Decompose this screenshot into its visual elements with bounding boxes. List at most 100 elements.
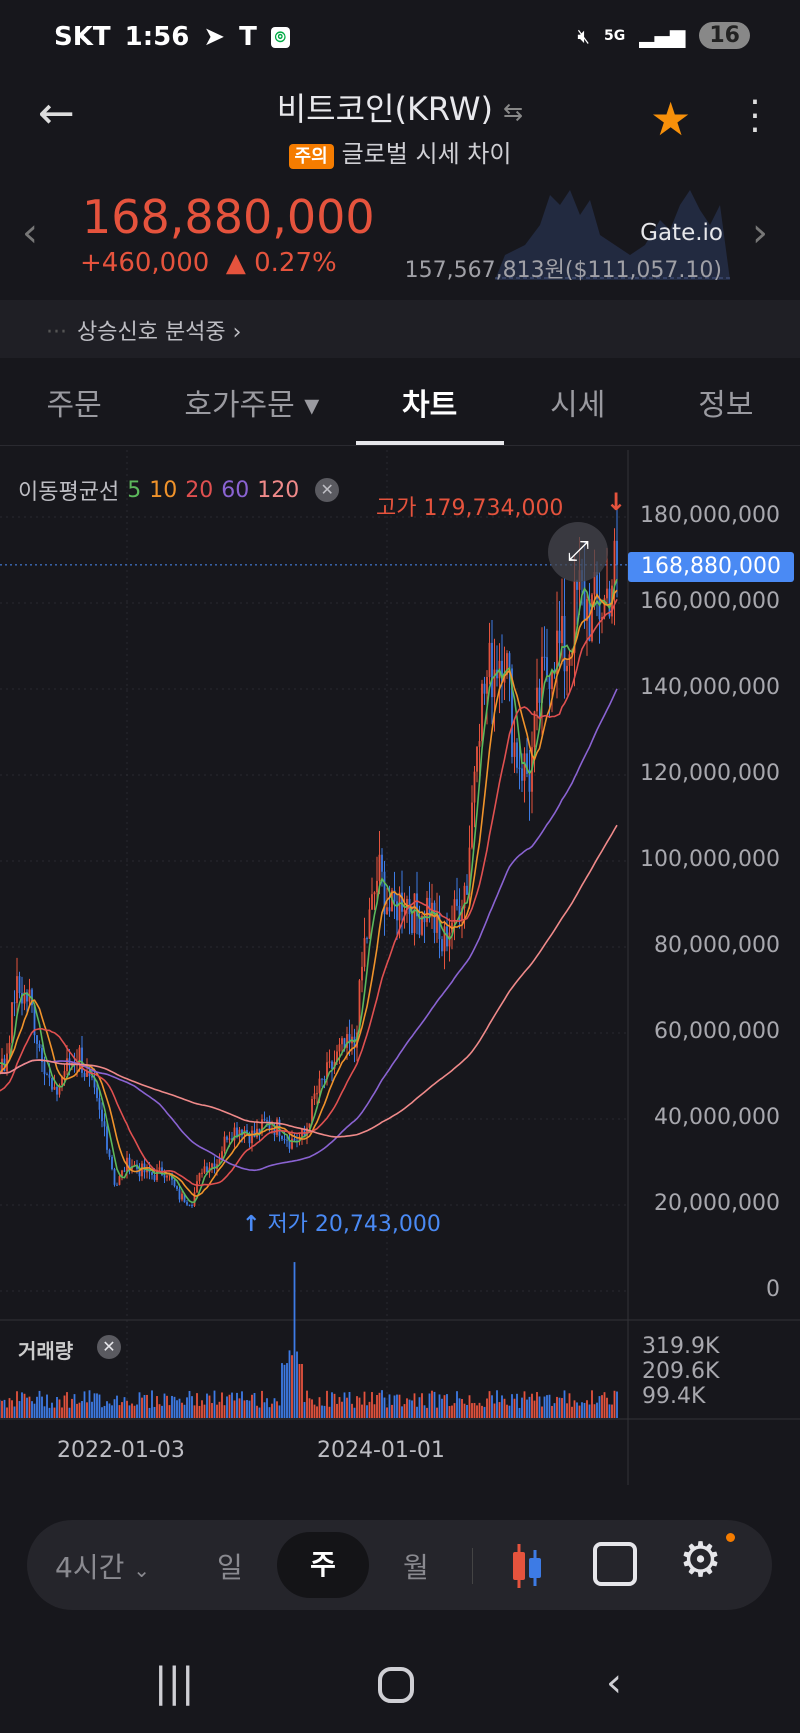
volume-bar — [33, 1403, 36, 1418]
volume-bar — [266, 1398, 268, 1418]
ma-line-20 — [0, 598, 618, 1187]
map-app-icon: ⌾ — [270, 26, 290, 48]
next-coin-icon[interactable]: › — [752, 210, 768, 256]
y-tick: 60,000,000 — [654, 1019, 780, 1044]
ma-label: 이동평균선 — [18, 480, 120, 505]
candle — [236, 1127, 238, 1137]
volume-bar — [498, 1402, 501, 1418]
volume-bar — [383, 1397, 386, 1418]
candle — [478, 741, 481, 747]
candle-type-icon[interactable] — [507, 1542, 547, 1590]
home-button[interactable] — [378, 1667, 414, 1703]
tab-info[interactable]: 정보 — [698, 388, 754, 423]
candle — [393, 890, 396, 902]
swap-icon[interactable]: ⇆ — [503, 98, 524, 126]
volume-label: 거래량 — [18, 1339, 74, 1363]
volume-bar — [573, 1400, 576, 1418]
candle — [491, 642, 493, 698]
candle — [541, 656, 543, 703]
candle — [308, 1123, 311, 1128]
volume-bar — [351, 1403, 353, 1418]
signal-bar[interactable]: ··· 상승신호 분석중 › — [0, 300, 800, 358]
volume-bar — [161, 1405, 163, 1418]
candle — [313, 1093, 316, 1099]
interval-dropdown[interactable]: 4시간 ⌄ — [55, 1546, 150, 1586]
volume-bar — [376, 1395, 378, 1418]
candle — [591, 594, 593, 642]
volume-bar — [158, 1404, 161, 1418]
candle — [6, 1053, 8, 1072]
interval-month[interactable]: 월 — [403, 1551, 429, 1584]
candle — [98, 1098, 101, 1110]
signal-text: 상승신호 분석중 — [76, 320, 226, 345]
volume-bar — [586, 1400, 588, 1418]
volume-bar — [303, 1402, 306, 1418]
volume-bar — [563, 1390, 566, 1418]
candle — [163, 1175, 166, 1178]
volume-bar — [346, 1397, 348, 1418]
candle — [43, 1062, 46, 1075]
candle — [508, 653, 511, 669]
volume-bar — [476, 1405, 478, 1418]
candle — [538, 687, 541, 703]
candle — [561, 615, 563, 644]
y-tick: 80,000,000 — [654, 933, 780, 958]
interval-day[interactable]: 일 — [217, 1551, 243, 1584]
settings-gear-icon[interactable]: ⚙ — [679, 1532, 723, 1588]
favorite-star-icon[interactable]: ★ — [650, 92, 692, 146]
volume-bar — [453, 1403, 456, 1418]
candle — [443, 926, 446, 952]
candle — [506, 653, 508, 675]
volume-bar — [456, 1391, 458, 1418]
volume-bar — [156, 1396, 158, 1418]
volume-bar — [203, 1404, 206, 1418]
more-menu-icon[interactable]: · · · — [749, 82, 761, 151]
volume-bar — [473, 1402, 476, 1418]
interval-week[interactable]: 주 — [277, 1532, 369, 1598]
y-tick: 100,000,000 — [640, 847, 780, 872]
tab-limit-order[interactable]: 호가주문 ▾ — [184, 388, 320, 423]
signal-icon: ▂▄▆ — [639, 23, 686, 48]
tab-market[interactable]: 시세 — [550, 388, 606, 423]
volume-bar — [443, 1395, 446, 1418]
candle — [211, 1163, 213, 1168]
volume-bar — [471, 1403, 473, 1418]
volume-bar — [398, 1394, 401, 1418]
volume-bar — [263, 1402, 266, 1418]
ma-line-120 — [0, 824, 618, 1138]
expand-icon[interactable]: ⤢ — [548, 522, 608, 582]
volume-bar — [556, 1396, 558, 1418]
layout-icon[interactable] — [593, 1542, 637, 1586]
candle — [361, 966, 363, 981]
candle — [606, 588, 608, 599]
candle — [563, 615, 566, 672]
candle — [183, 1193, 186, 1203]
volume-bar — [536, 1392, 538, 1418]
volume-bar — [543, 1396, 546, 1418]
volume-bar — [38, 1390, 41, 1418]
volume-bar — [128, 1405, 131, 1418]
candle — [203, 1166, 206, 1173]
close-volume-icon[interactable]: ✕ — [97, 1335, 121, 1359]
close-ma-icon[interactable]: ✕ — [315, 478, 340, 502]
candle — [378, 854, 381, 881]
price-chart[interactable] — [0, 0, 800, 1500]
candle — [593, 571, 596, 595]
candle — [166, 1175, 168, 1178]
candle — [206, 1166, 208, 1173]
volume-bar — [613, 1390, 616, 1418]
candle — [326, 1062, 328, 1080]
tab-chart[interactable]: 차트 — [355, 362, 504, 445]
back-button[interactable]: ← — [38, 88, 75, 139]
tab-order[interactable]: 주문 — [46, 388, 102, 423]
nav-back-button[interactable]: ‹ — [606, 1660, 622, 1706]
candle — [38, 1044, 41, 1049]
candle — [481, 683, 483, 742]
warning-row[interactable]: 주의 글로벌 시세 차이 — [0, 134, 800, 169]
volume-bar — [478, 1402, 481, 1418]
prev-coin-icon[interactable]: ‹ — [22, 210, 38, 256]
volume-bar — [11, 1400, 13, 1418]
mini-chart[interactable] — [495, 185, 730, 280]
candle — [251, 1130, 253, 1144]
recent-apps-button[interactable]: ||| — [154, 1660, 195, 1706]
